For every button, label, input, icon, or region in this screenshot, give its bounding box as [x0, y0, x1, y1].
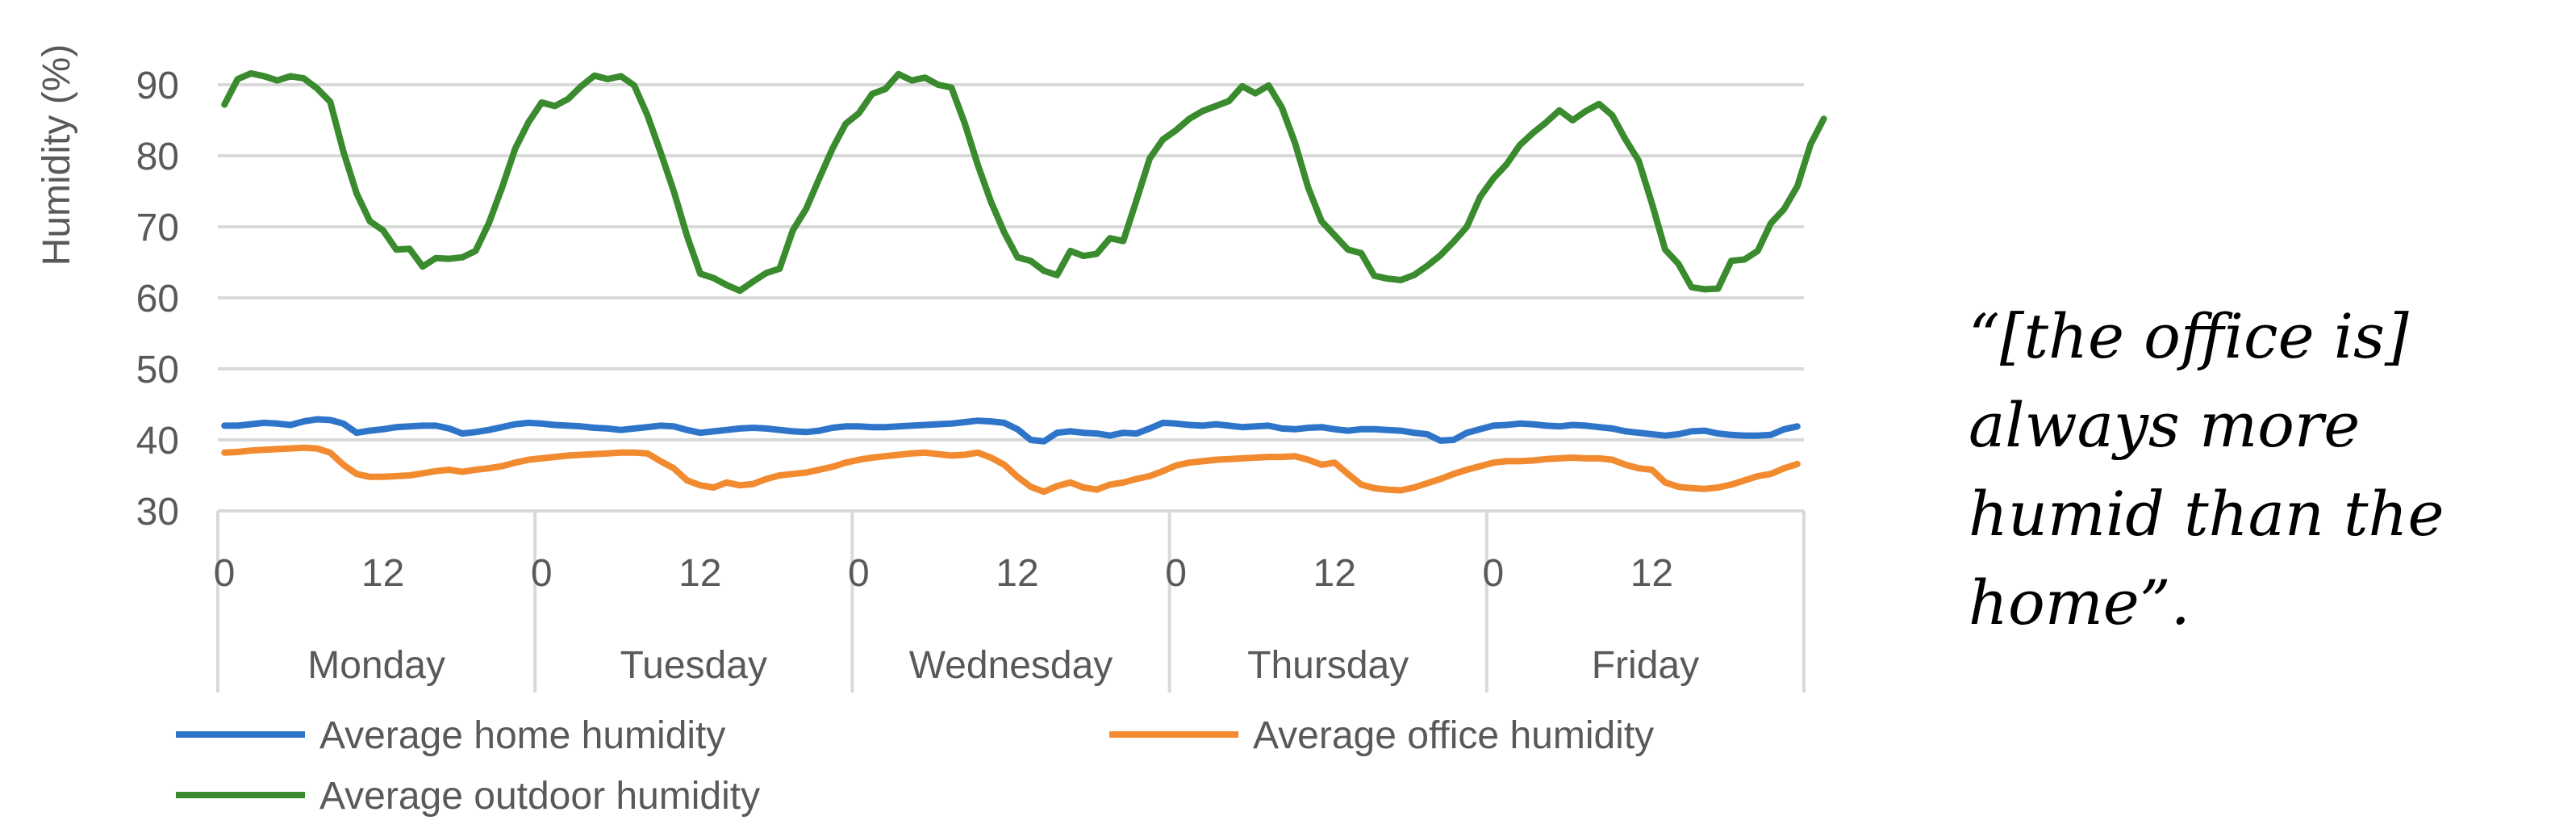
y-axis-ticks: 30 40 50 60 70 80 90 — [136, 65, 179, 534]
legend: Average home humidity Average office humi… — [176, 714, 1654, 818]
x-tick-label: 0 — [848, 552, 870, 595]
x-axis: 0 12 Monday 0 12 Tuesday 0 12 Wednesday 0 12 Thursd… — [214, 509, 1806, 693]
y-tick-label: 50 — [136, 349, 179, 391]
y-axis-title: Humidity (%) — [35, 44, 78, 266]
quote-annotation: “[the office is] always more humid than … — [1969, 300, 2444, 638]
y-tick-label: 40 — [136, 420, 179, 462]
day-label-wednesday: Wednesday — [909, 644, 1113, 687]
legend-label-home: Average home humidity — [319, 714, 725, 757]
series-line-outdoor — [221, 69, 1827, 295]
day-label-monday: Monday — [307, 644, 445, 687]
x-tick-label: 12 — [361, 552, 404, 595]
y-tick-label: 90 — [136, 65, 179, 107]
x-tick-label: 0 — [531, 552, 553, 595]
day-label-tuesday: Tuesday — [620, 644, 767, 687]
data-series — [221, 69, 1827, 496]
day-label-friday: Friday — [1592, 644, 1699, 687]
legend-label-outdoor: Average outdoor humidity — [319, 775, 760, 818]
y-tick-label: 60 — [136, 278, 179, 320]
series-line-office — [221, 444, 1801, 496]
x-tick-label: 0 — [214, 552, 236, 595]
y-tick-label: 70 — [136, 207, 179, 249]
day-label-thursday: Thursday — [1247, 644, 1409, 687]
x-tick-label: 12 — [996, 552, 1038, 595]
y-tick-label: 80 — [136, 136, 179, 178]
x-tick-label: 0 — [1165, 552, 1187, 595]
x-tick-label: 12 — [678, 552, 721, 595]
x-tick-label: 12 — [1630, 552, 1673, 595]
x-tick-label: 12 — [1313, 552, 1356, 595]
y-tick-label: 30 — [136, 491, 179, 534]
gridlines — [218, 83, 1804, 513]
series-line-home — [221, 416, 1801, 445]
legend-label-office: Average office humidity — [1253, 714, 1654, 757]
x-tick-label: 0 — [1482, 552, 1504, 595]
